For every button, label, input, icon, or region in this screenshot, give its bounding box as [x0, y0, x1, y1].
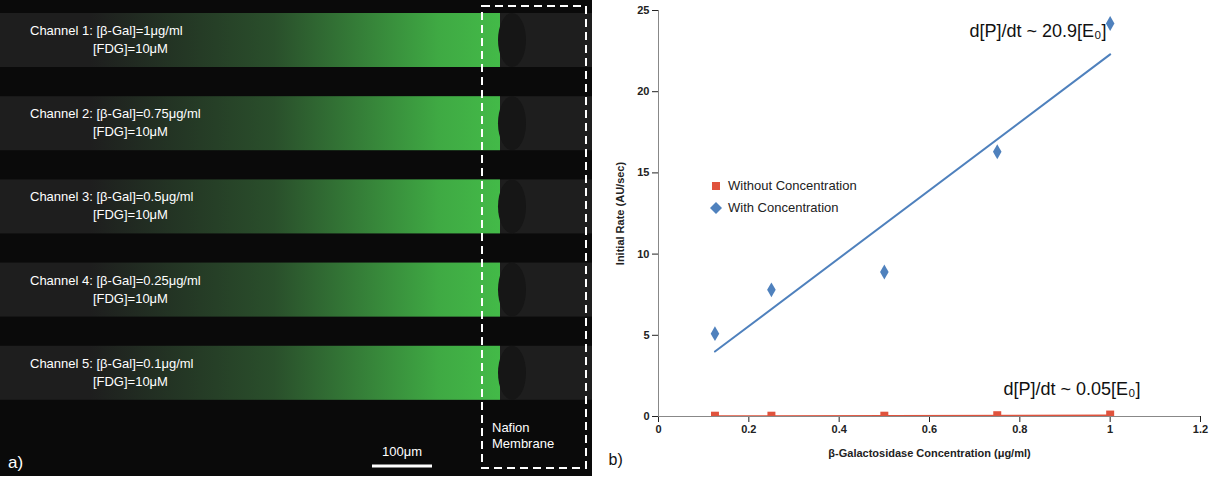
svg-text:d[P]/dt ~ 20.9[E₀]: d[P]/dt ~ 20.9[E₀]	[969, 21, 1106, 41]
svg-text:0: 0	[655, 423, 661, 435]
svg-text:0.8: 0.8	[1012, 423, 1027, 435]
html-text:With Concentration: With Concentration	[728, 200, 839, 215]
svg-text:a): a)	[8, 453, 23, 472]
svg-text:d[P]/dt ~ 0.05[E₀]: d[P]/dt ~ 0.05[E₀]	[1003, 379, 1140, 399]
svg-text:Channel 1: [β-Gal]=1μg/ml: Channel 1: [β-Gal]=1μg/ml	[30, 23, 183, 38]
svg-text:Channel 3: [β-Gal]=0.5μg/ml: Channel 3: [β-Gal]=0.5μg/ml	[30, 189, 194, 204]
svg-text:0.6: 0.6	[922, 423, 937, 435]
svg-text:Channel 4: [β-Gal]=0.25μg/ml: Channel 4: [β-Gal]=0.25μg/ml	[30, 273, 201, 288]
html-text:Without Concentration: Without Concentration	[728, 178, 857, 193]
svg-text:b): b)	[609, 451, 623, 468]
svg-text:Channel 5: [β-Gal]=0.1μg/ml: Channel 5: [β-Gal]=0.1μg/ml	[30, 356, 194, 371]
svg-text:20: 20	[637, 85, 649, 97]
svg-text:Channel 2: [β-Gal]=0.75μg/ml: Channel 2: [β-Gal]=0.75μg/ml	[30, 106, 201, 121]
svg-text:[FDG]=10μM: [FDG]=10μM	[93, 291, 168, 306]
svg-text:100μm: 100μm	[382, 444, 422, 459]
svg-text:25: 25	[637, 4, 649, 16]
svg-text:Initial Rate (AU/sec): Initial Rate (AU/sec)	[614, 162, 626, 266]
svg-text:[FDG]=10μM: [FDG]=10μM	[93, 374, 168, 389]
svg-text:Membrane: Membrane	[492, 436, 554, 451]
svg-text:Nafion: Nafion	[492, 420, 530, 435]
svg-text:5: 5	[643, 329, 649, 341]
svg-text:1: 1	[1107, 423, 1113, 435]
svg-text:0.4: 0.4	[832, 423, 848, 435]
svg-text:[FDG]=10μM: [FDG]=10μM	[93, 207, 168, 222]
svg-text:0.2: 0.2	[741, 423, 756, 435]
svg-text:[FDG]=10μM: [FDG]=10μM	[93, 41, 168, 56]
svg-text:15: 15	[637, 166, 649, 178]
svg-text:0: 0	[643, 410, 649, 422]
svg-text:[FDG]=10μM: [FDG]=10μM	[93, 124, 168, 139]
svg-text:β-Galactosidase Concentration: β-Galactosidase Concentration (μg/ml)	[828, 447, 1031, 459]
svg-text:10: 10	[637, 248, 649, 260]
svg-text:1.2: 1.2	[1193, 423, 1208, 435]
